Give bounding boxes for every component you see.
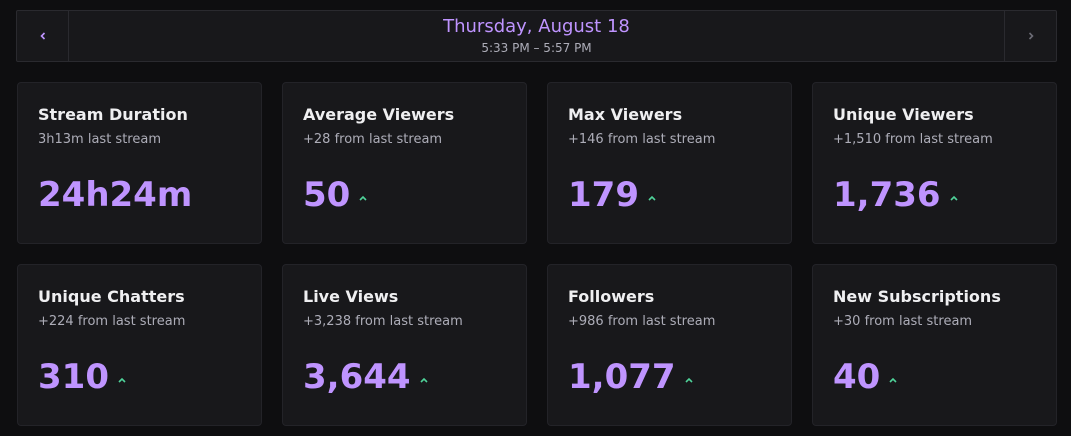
stat-title: Unique Viewers (833, 105, 974, 124)
stat-value: 1,077 (568, 357, 676, 397)
stat-title: Average Viewers (303, 105, 455, 124)
up-arrow-icon (118, 377, 126, 383)
stat-value-row: 1,077 (568, 357, 694, 397)
stat-title: Unique Chatters (38, 287, 185, 306)
stat-title: Live Views (303, 287, 399, 306)
stat-change: +1,510 from last stream (833, 132, 993, 147)
stat-value-row: 40 (833, 357, 898, 397)
stat-value: 1,736 (833, 175, 941, 215)
stat-title: Max Viewers (568, 105, 683, 124)
stat-card: New Subscriptions +30 from last stream 40 (812, 264, 1057, 426)
stat-title: Stream Duration (38, 105, 188, 124)
up-arrow-icon (359, 195, 367, 201)
stream-date: Thursday, August 18 (443, 16, 630, 37)
stat-change: +3,238 from last stream (303, 314, 463, 329)
up-arrow-icon (684, 377, 693, 383)
stat-card: Stream Duration 3h13m last stream 24h24m (17, 82, 262, 244)
up-arrow-icon (419, 377, 428, 383)
stat-value-row: 1,736 (833, 175, 959, 215)
stat-value-row: 24h24m (38, 175, 192, 215)
stat-change: +30 from last stream (833, 314, 973, 329)
up-arrow-icon (889, 377, 897, 383)
stat-value: 310 (38, 357, 109, 397)
stat-title: Followers (568, 287, 655, 306)
stat-title: New Subscriptions (833, 287, 1001, 306)
date-header: Thursday, August 18 5:33 PM – 5:57 PM (16, 10, 1057, 62)
stream-time-range: 5:33 PM – 5:57 PM (481, 41, 592, 55)
next-stream-button[interactable] (1004, 11, 1056, 61)
chevron-left-icon (39, 32, 45, 40)
up-arrow-icon (648, 195, 656, 201)
stat-card: Max Viewers +146 from last stream 179 (547, 82, 792, 244)
stat-value-row: 50 (303, 175, 368, 215)
stat-value-row: 179 (568, 175, 657, 215)
stat-card: Average Viewers +28 from last stream 50 (282, 82, 527, 244)
stat-value: 3,644 (303, 357, 411, 397)
up-arrow-icon (949, 195, 958, 201)
stat-card: Unique Chatters +224 from last stream 310 (17, 264, 262, 426)
stat-value: 24h24m (38, 175, 193, 215)
stat-card: Unique Viewers +1,510 from last stream 1,7… (812, 82, 1057, 244)
stat-value: 50 (303, 175, 351, 215)
stat-change: +146 from last stream (568, 132, 716, 147)
stat-value-row: 3,644 (303, 357, 429, 397)
stat-card: Followers +986 from last stream 1,077 (547, 264, 792, 426)
stat-value: 179 (568, 175, 639, 215)
stat-value-row: 310 (38, 357, 127, 397)
stat-change: +28 from last stream (303, 132, 443, 147)
stat-change: 3h13m last stream (38, 132, 161, 147)
stat-value: 40 (833, 357, 881, 397)
stat-card: Live Views +3,238 from last stream 3,644 (282, 264, 527, 426)
previous-stream-button[interactable] (17, 11, 69, 61)
stat-change: +224 from last stream (38, 314, 186, 329)
stat-change: +986 from last stream (568, 314, 716, 329)
chevron-right-icon (1028, 32, 1034, 40)
